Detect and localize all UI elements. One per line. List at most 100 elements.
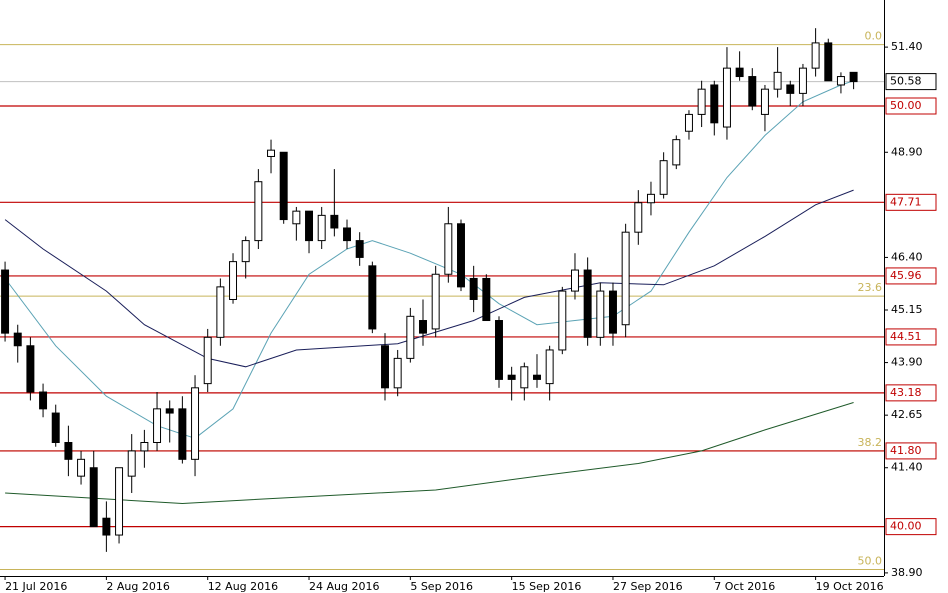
candle-body xyxy=(343,227,351,242)
level-label: 47.71 xyxy=(890,195,922,208)
y-tick-label: 45.15 xyxy=(891,303,923,316)
candle-body xyxy=(710,84,719,124)
candle-body xyxy=(355,240,364,258)
candle-body xyxy=(115,467,124,536)
candle-body xyxy=(849,71,858,83)
candle-body xyxy=(381,345,389,389)
candle-body xyxy=(127,450,136,477)
candle-body xyxy=(279,151,288,221)
price-box xyxy=(885,73,937,91)
x-tick-label: 24 Aug 2016 xyxy=(309,580,379,593)
fib-label: 0.0 xyxy=(865,30,883,43)
candle-body xyxy=(659,160,668,195)
y-tick-label: 43.90 xyxy=(891,356,923,369)
candle-body xyxy=(419,320,427,334)
x-tick-label: 15 Sep 2016 xyxy=(512,580,582,593)
candle-body xyxy=(482,277,491,322)
x-tick-label: 21 Jul 2016 xyxy=(5,580,67,593)
candle-body xyxy=(545,349,554,385)
candle-body xyxy=(811,42,820,69)
candle-body xyxy=(292,210,301,225)
candle-body xyxy=(1,269,10,334)
x-tick-label: 12 Aug 2016 xyxy=(208,580,278,593)
level-box xyxy=(885,518,937,536)
candle-body xyxy=(583,269,592,338)
candle-body xyxy=(254,181,263,242)
level-box xyxy=(885,97,937,115)
candle-body xyxy=(64,442,73,460)
candle-body xyxy=(102,517,111,536)
candle-body xyxy=(836,76,845,86)
candle-body xyxy=(305,210,314,242)
x-tick-label: 19 Oct 2016 xyxy=(816,580,884,593)
candle-body xyxy=(39,391,48,410)
fib-label: 50.0 xyxy=(858,555,883,568)
level-label: 43.18 xyxy=(890,386,922,399)
level-label: 40.00 xyxy=(890,520,922,533)
y-tick-label: 41.40 xyxy=(891,461,923,474)
y-tick-label: 51.40 xyxy=(891,40,923,53)
level-label: 41.80 xyxy=(890,444,922,457)
level-box xyxy=(885,193,937,211)
candle-body xyxy=(393,357,402,389)
candle-body xyxy=(520,366,529,389)
candle-body xyxy=(621,231,630,326)
candle-body xyxy=(153,408,162,444)
candle-body xyxy=(431,273,440,330)
candle-body xyxy=(267,149,276,157)
candle-body xyxy=(748,76,757,107)
candle-body xyxy=(406,315,415,359)
candle-body xyxy=(558,290,567,351)
candle-body xyxy=(672,139,681,166)
candle-body xyxy=(533,374,541,380)
candle-body xyxy=(457,223,465,288)
candle-body xyxy=(89,467,98,528)
candle-body xyxy=(735,67,744,78)
candle-body xyxy=(368,265,377,330)
candle-body xyxy=(824,42,833,82)
x-tick-label: 5 Sep 2016 xyxy=(410,580,473,593)
level-box xyxy=(885,328,937,346)
candle-body xyxy=(786,84,795,94)
y-tick-label: 46.40 xyxy=(891,250,923,263)
candle-body xyxy=(722,67,731,128)
y-tick-label: 48.90 xyxy=(891,145,923,158)
candle-body xyxy=(798,67,807,94)
candle-body xyxy=(596,290,605,338)
candle-body xyxy=(77,458,86,477)
moving-average xyxy=(5,402,854,505)
candle-body xyxy=(697,88,706,115)
candle-body xyxy=(570,269,579,292)
candle-body xyxy=(444,223,453,275)
fib-label: 23.6 xyxy=(858,281,883,294)
candle-body xyxy=(241,240,250,263)
candle-body xyxy=(608,290,617,334)
candle-body xyxy=(646,193,655,204)
y-tick-label: 42.65 xyxy=(891,408,923,421)
candle-body xyxy=(469,277,478,300)
candle-body xyxy=(773,71,782,90)
level-label: 44.51 xyxy=(890,330,922,343)
level-box xyxy=(885,267,937,285)
candle-body xyxy=(26,345,35,393)
level-label: 50.00 xyxy=(890,99,922,112)
x-tick-label: 7 Oct 2016 xyxy=(714,580,775,593)
candle-body xyxy=(13,332,22,347)
candle-body xyxy=(203,336,212,385)
level-box xyxy=(885,442,937,460)
candle-body xyxy=(634,202,643,233)
candle-body xyxy=(229,261,238,300)
candle-body xyxy=(216,286,225,338)
x-tick-label: 2 Aug 2016 xyxy=(106,580,169,593)
candle-body xyxy=(495,320,503,380)
candle-body xyxy=(165,408,174,414)
candle-body xyxy=(178,408,187,460)
candle-body xyxy=(330,214,339,229)
y-tick-label: 38.90 xyxy=(891,566,923,579)
level-box xyxy=(885,384,937,402)
candle-body xyxy=(140,442,149,452)
fib-label: 38.2 xyxy=(858,436,883,449)
candle-body xyxy=(191,387,200,460)
